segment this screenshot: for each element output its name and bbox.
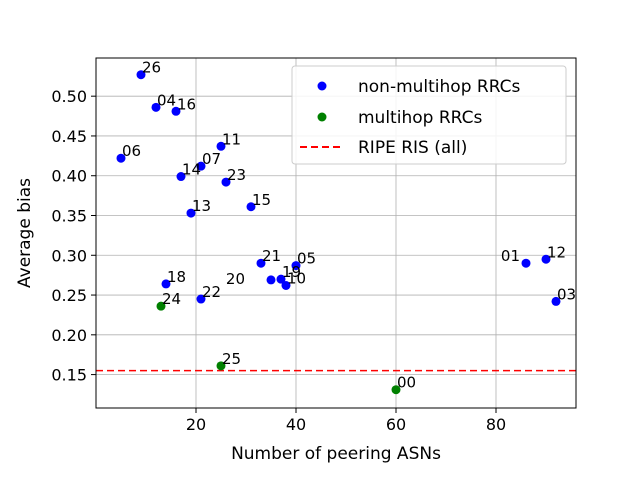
- point-04: [151, 102, 161, 112]
- point-label-00: 00: [397, 374, 416, 392]
- point-15: [246, 202, 256, 212]
- point-18: [161, 279, 171, 289]
- point-label-15: 15: [252, 191, 271, 209]
- y-tick-label: 0.25: [51, 286, 87, 305]
- legend: non-multihop RRCs multihop RRCs RIPE RIS…: [291, 65, 567, 165]
- point-label-06: 06: [122, 142, 141, 160]
- legend-label-multihop: multihop RRCs: [358, 108, 482, 128]
- x-tick-label: 60: [386, 415, 406, 434]
- point-00: [391, 385, 401, 395]
- point-24: [156, 301, 166, 311]
- point-label-18: 18: [167, 268, 186, 286]
- legend-box: [291, 65, 567, 165]
- point-23: [221, 177, 231, 187]
- point-07: [196, 161, 206, 171]
- point-label-20: 20: [226, 270, 245, 288]
- x-tick-label: 20: [186, 415, 206, 434]
- point-11: [216, 141, 226, 151]
- legend-label-non-multihop: non-multihop RRCs: [358, 77, 521, 97]
- point-01: [521, 258, 531, 268]
- point-label-10: 10: [287, 270, 306, 288]
- point-label-19: 19: [282, 263, 301, 281]
- point-label-12: 12: [547, 243, 566, 261]
- point-19: [276, 274, 286, 284]
- point-label-04: 04: [157, 91, 176, 109]
- point-03: [551, 296, 561, 306]
- y-tick-label: 0.50: [51, 87, 87, 106]
- y-tick-label: 0.45: [51, 127, 87, 146]
- legend-label-ripe-ris: RIPE RIS (all): [358, 138, 467, 158]
- x-tick-label: 40: [286, 415, 306, 434]
- point-label-25: 25: [222, 350, 241, 368]
- point-label-14: 14: [182, 161, 201, 179]
- point-21: [256, 258, 266, 268]
- point-20: [266, 275, 276, 285]
- x-axis-label: Number of peering ASNs: [231, 444, 441, 464]
- y-tick-label: 0.20: [51, 326, 87, 345]
- point-label-22: 22: [202, 283, 221, 301]
- point-22: [196, 294, 206, 304]
- point-label-03: 03: [557, 285, 576, 303]
- point-label-11: 11: [222, 130, 241, 148]
- point-26: [136, 70, 146, 80]
- legend-marker-multihop: [317, 112, 327, 122]
- point-label-07: 07: [202, 150, 221, 168]
- plot-frame: [95, 57, 577, 409]
- x-axis-ticks: 20 40 60 80: [186, 408, 506, 434]
- x-tick-label: 80: [486, 415, 506, 434]
- legend-marker-non-multihop: [317, 81, 327, 91]
- point-label-13: 13: [192, 197, 211, 215]
- point-label-23: 23: [227, 166, 246, 184]
- y-tick-label: 0.40: [51, 167, 87, 186]
- y-axis-label: Average bias: [15, 178, 35, 288]
- y-axis-ticks: 0.15 0.20 0.25 0.30 0.35 0.40 0.45 0.50: [51, 87, 96, 385]
- point-12: [541, 254, 551, 264]
- point-10: [281, 281, 291, 290]
- data-points: [116, 70, 561, 395]
- point-label-24: 24: [162, 290, 181, 308]
- point-label-21: 21: [262, 247, 281, 265]
- point-label-01: 01: [501, 247, 520, 265]
- point-label-26: 26: [142, 59, 161, 77]
- y-tick-label: 0.15: [51, 366, 87, 385]
- point-06: [116, 153, 126, 163]
- point-14: [176, 172, 186, 182]
- point-25: [216, 361, 226, 371]
- point-13: [186, 208, 196, 218]
- point-label-16: 16: [177, 95, 196, 113]
- y-tick-label: 0.35: [51, 207, 87, 226]
- y-tick-label: 0.30: [51, 246, 87, 265]
- point-16: [171, 106, 181, 116]
- point-label-05: 05: [297, 250, 316, 268]
- point-05: [291, 261, 301, 271]
